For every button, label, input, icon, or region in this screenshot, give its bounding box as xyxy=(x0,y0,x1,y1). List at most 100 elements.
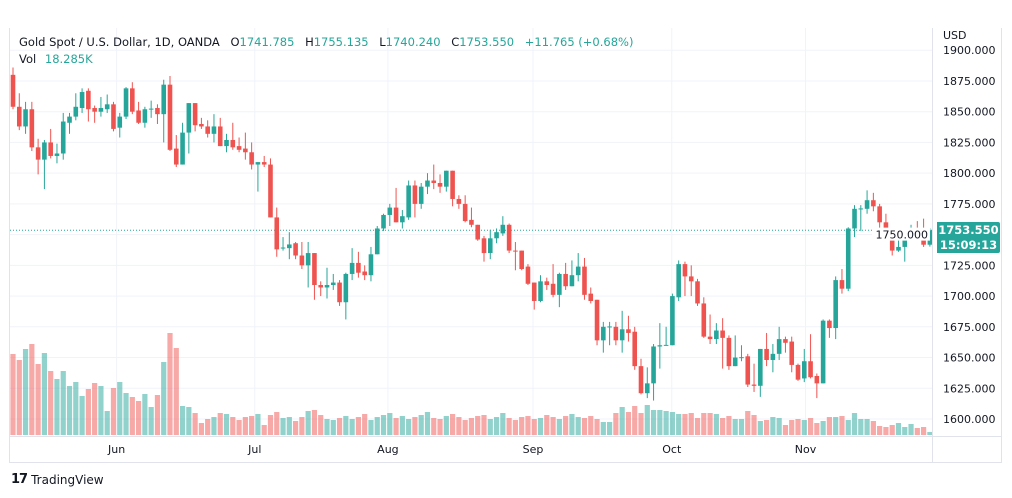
volume-bar xyxy=(927,431,932,435)
candle-body xyxy=(450,170,455,199)
volume-bar xyxy=(839,416,845,435)
low-label: L xyxy=(379,35,386,49)
candle-body xyxy=(337,282,342,303)
volume-bar xyxy=(663,411,669,435)
candle-body xyxy=(770,353,776,360)
candle-body xyxy=(519,250,524,270)
open-value: 1741.785 xyxy=(239,35,295,49)
currency-label[interactable]: USD xyxy=(943,29,967,42)
candle-body xyxy=(588,293,594,301)
volume-bar xyxy=(493,417,500,435)
volume-bars xyxy=(10,333,932,435)
symbol-title[interactable]: Gold Spot / U.S. Dollar, 1D, OANDA xyxy=(19,35,220,49)
volume-bar xyxy=(625,412,632,435)
candle-body xyxy=(431,180,437,183)
volume-bar xyxy=(198,423,204,435)
candle-body xyxy=(60,121,66,154)
candle-body xyxy=(249,152,254,165)
volume-bar xyxy=(299,417,305,435)
price-tick-label-bg xyxy=(872,227,930,241)
volume-bar xyxy=(908,424,914,435)
candle-body xyxy=(632,331,638,367)
candle-body xyxy=(582,266,587,295)
volume-bar xyxy=(443,416,449,435)
volume-bar xyxy=(148,407,154,435)
volume-bar xyxy=(16,360,22,435)
volume-bar xyxy=(186,407,192,435)
candle-body xyxy=(902,235,908,247)
volume-bar xyxy=(669,412,675,435)
candle-body xyxy=(23,109,28,127)
volume-bar xyxy=(676,414,682,435)
volume-bar xyxy=(98,386,104,435)
candle-body xyxy=(324,285,330,288)
volume-bar xyxy=(110,388,117,435)
candle-body xyxy=(739,357,744,359)
candle-body xyxy=(494,232,499,239)
volume-bar xyxy=(581,418,588,435)
volume-bar xyxy=(801,420,807,435)
volume-bar xyxy=(864,419,870,435)
candle-body xyxy=(538,281,543,301)
candle-body xyxy=(280,247,286,249)
candle-body xyxy=(531,282,537,301)
volume-bar xyxy=(732,419,738,435)
volume-bar xyxy=(757,421,763,435)
volume-bar xyxy=(845,420,851,435)
volume-label[interactable]: Vol xyxy=(19,52,37,66)
candle-body xyxy=(871,200,876,207)
change-value: +11.765 (+0.68%) xyxy=(524,35,634,49)
volume-bar xyxy=(701,413,707,435)
volume-bar xyxy=(311,410,318,435)
volume-bar xyxy=(431,418,437,435)
candle-body xyxy=(487,238,493,254)
candle-body xyxy=(601,326,606,341)
candle-body xyxy=(877,206,882,223)
volume-bar xyxy=(807,418,814,435)
candle-body xyxy=(79,92,85,109)
volume-bar xyxy=(456,417,462,435)
volume-bar xyxy=(500,413,506,435)
candle-body xyxy=(745,356,751,385)
volume-bar xyxy=(129,397,135,435)
volume-bar xyxy=(588,416,594,435)
candle-body xyxy=(400,216,405,223)
volume-bar xyxy=(393,418,399,435)
tradingview-branding[interactable]: 17 TradingView xyxy=(11,472,104,487)
volume-value: 18.285K xyxy=(44,52,93,66)
candle-body xyxy=(444,170,449,187)
volume-bar xyxy=(117,382,123,435)
candle-body xyxy=(318,285,324,288)
time-axis[interactable]: Jun Jul Aug Sep Oct Nov xyxy=(107,443,817,456)
candle-body xyxy=(412,185,418,204)
volume-bar xyxy=(336,418,343,435)
candle-body xyxy=(418,186,424,204)
price-tick-label: 1875.000 xyxy=(943,75,996,88)
candle-body xyxy=(563,273,568,287)
candle-body xyxy=(173,148,179,165)
close-label: C xyxy=(451,35,460,49)
volume-bar xyxy=(632,406,638,435)
candle-body xyxy=(305,253,311,266)
candle-body xyxy=(374,228,380,255)
volume-bar xyxy=(305,411,311,435)
candle-body xyxy=(889,234,895,251)
volume-bar xyxy=(330,420,336,435)
candle-body xyxy=(701,303,707,337)
candle-body xyxy=(751,384,757,386)
candle-body xyxy=(839,280,845,289)
candle-body xyxy=(569,275,575,287)
candle-body xyxy=(230,139,236,148)
volume-bar xyxy=(519,417,525,435)
candle-body xyxy=(261,162,267,165)
volume-bar xyxy=(437,419,443,435)
volume-bar xyxy=(877,426,883,435)
volume-bar xyxy=(895,423,902,435)
candle-body xyxy=(167,84,173,150)
candle-body xyxy=(123,88,129,117)
price-axis[interactable]: 1900.000 1875.000 1850.000 1825.000 1800.000… xyxy=(872,44,996,426)
volume-bar xyxy=(60,371,66,435)
volume-bar xyxy=(694,418,701,435)
volume-bar xyxy=(255,414,261,435)
